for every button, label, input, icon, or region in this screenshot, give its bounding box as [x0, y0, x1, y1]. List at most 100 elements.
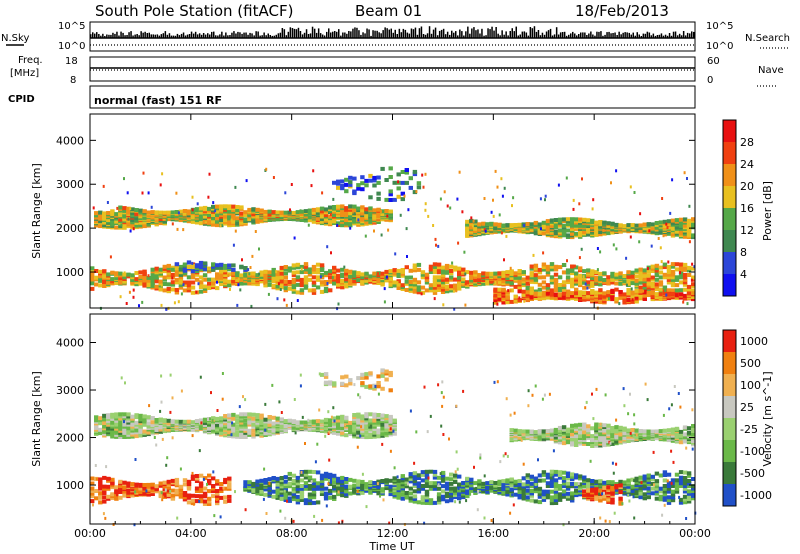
heatmap-cell	[215, 265, 220, 270]
heatmap-cell	[377, 272, 379, 276]
heatmap-cell	[606, 221, 611, 226]
heatmap-cell	[198, 289, 204, 294]
nsky-bar	[192, 33, 195, 38]
heatmap-cell	[126, 483, 131, 488]
heatmap-cell	[586, 424, 591, 429]
heatmap-cell	[654, 433, 660, 438]
heatmap-cell	[122, 426, 127, 431]
heatmap-cell	[207, 473, 212, 478]
heatmap-cell	[243, 430, 248, 435]
heatmap-cell	[380, 280, 385, 285]
heatmap-cell	[194, 476, 200, 481]
heatmap-cell	[166, 488, 171, 493]
heatmap-cell	[614, 272, 619, 277]
heatmap-cell	[251, 207, 256, 212]
heatmap-cell	[126, 206, 131, 211]
heatmap-cell	[207, 496, 212, 501]
heatmap-cell	[237, 283, 240, 287]
heatmap-cell	[650, 429, 655, 434]
heatmap-cell	[650, 222, 655, 227]
heatmap-cell	[553, 283, 559, 288]
heatmap-cell	[102, 491, 107, 495]
heatmap-cell	[247, 412, 252, 417]
heatmap-cell	[654, 292, 660, 297]
heatmap-cell	[674, 431, 680, 436]
heatmap-cell	[578, 202, 581, 206]
heatmap-cell	[428, 288, 434, 293]
nsky-bar	[348, 31, 350, 38]
heatmap-cell	[340, 186, 345, 191]
nsky-bar	[618, 31, 620, 38]
heatmap-cell	[553, 280, 559, 285]
heatmap-cell	[650, 284, 655, 289]
colorbar-tick-label: 20	[740, 180, 754, 193]
heatmap-cell	[602, 228, 605, 232]
nsky-bar	[323, 35, 326, 38]
heatmap-cell	[525, 290, 530, 295]
heatmap-cell	[356, 186, 361, 191]
heatmap-cell	[283, 419, 288, 424]
heatmap-cell	[146, 275, 151, 280]
heatmap-cell	[428, 283, 434, 288]
heatmap-cell	[303, 267, 309, 272]
heatmap-cell	[207, 286, 212, 290]
heatmap-cell	[638, 294, 643, 299]
heatmap-cell	[287, 496, 292, 501]
heatmap-cell	[166, 263, 171, 268]
nsky-bar	[576, 35, 578, 38]
heatmap-cell	[671, 178, 674, 182]
heatmap-cell	[557, 285, 563, 290]
heatmap-cell	[557, 265, 563, 270]
heatmap-cell	[114, 412, 119, 417]
heatmap-cell	[521, 292, 526, 297]
heatmap-cell	[678, 265, 684, 269]
heatmap-cell	[469, 270, 474, 275]
heatmap-cell	[630, 223, 635, 228]
heatmap-cell	[691, 275, 696, 280]
heatmap-cell	[385, 275, 388, 279]
nsky-bar	[227, 35, 229, 38]
heatmap-cell	[114, 434, 119, 439]
heatmap-cell	[186, 486, 192, 491]
heatmap-cell	[432, 285, 438, 290]
heatmap-cell	[195, 290, 198, 294]
nsky-bar	[580, 32, 582, 38]
heatmap-cell	[626, 278, 631, 283]
heatmap-cell	[279, 275, 284, 280]
heatmap-cell	[561, 282, 567, 287]
heatmap-cell	[420, 290, 426, 295]
nsky-bar	[559, 32, 562, 38]
heatmap-cell	[364, 435, 369, 440]
heatmap-cell	[132, 288, 135, 292]
nsky-bar	[321, 34, 324, 38]
heatmap-cell	[561, 441, 567, 446]
freq-label-2: [MHz]	[10, 68, 39, 79]
heatmap-cell	[626, 270, 631, 275]
heatmap-cell	[227, 484, 232, 489]
heatmap-cell	[691, 288, 696, 293]
heatmap-cell	[666, 428, 672, 433]
nsky-bar	[204, 34, 207, 38]
heatmap-cell	[654, 273, 660, 278]
nsky-bar	[303, 32, 306, 38]
heatmap-cell	[98, 493, 103, 498]
heatmap-cell	[360, 420, 365, 425]
heatmap-cell	[686, 287, 692, 292]
heatmap-cell	[186, 285, 192, 290]
heatmap-cell	[610, 181, 612, 185]
heatmap-cell	[674, 426, 680, 431]
heatmap-cell	[271, 421, 276, 426]
heatmap-cell	[416, 280, 422, 285]
heatmap-cell	[408, 280, 413, 284]
heatmap-cell	[344, 271, 349, 276]
heatmap-cell	[379, 210, 382, 213]
heatmap-cell	[570, 279, 575, 284]
heatmap-cell	[234, 185, 237, 189]
heatmap-cell	[291, 211, 297, 215]
nsky-bar	[682, 31, 685, 38]
heatmap-cell	[162, 282, 167, 286]
heatmap-cell	[574, 265, 579, 270]
heatmap-cell	[646, 290, 651, 295]
nsky-bar	[497, 33, 499, 38]
heatmap-cell	[243, 412, 248, 417]
